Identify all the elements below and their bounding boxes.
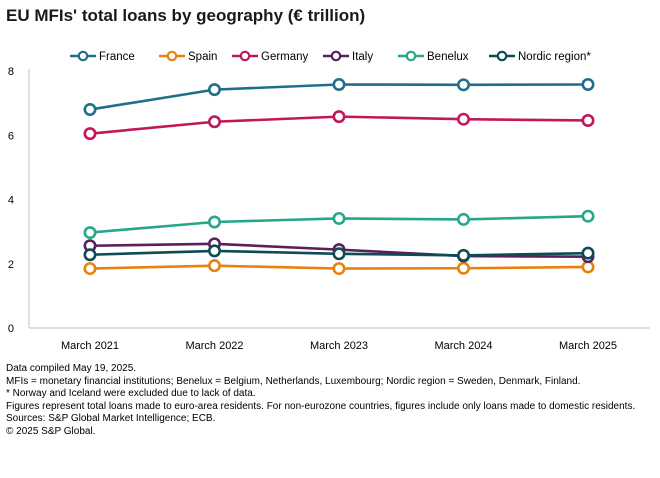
legend-label: Germany <box>261 51 309 63</box>
data-point-germany <box>581 113 595 127</box>
data-point-nordic-region <box>208 244 222 258</box>
data-point-france <box>208 83 222 97</box>
x-tick-label: March 2022 <box>185 340 243 352</box>
line-chart: France Spain Germany Italy Benelux Nordic reg… <box>8 50 650 352</box>
data-point-benelux <box>456 212 470 226</box>
data-point-germany <box>332 110 346 124</box>
y-tick-label: 8 <box>8 66 14 78</box>
x-tick-label: March 2024 <box>434 340 492 352</box>
y-tick-label: 6 <box>8 130 14 142</box>
y-tick-label: 2 <box>8 259 14 271</box>
data-point-nordic-region <box>332 247 346 261</box>
footnote-date: Data compiled May 19, 2025. <box>6 363 137 374</box>
data-point-spain <box>208 259 222 273</box>
footnote-exclusion: * Norway and Iceland were excluded due t… <box>6 388 256 400</box>
x-tick-label: March 2025 <box>559 340 617 352</box>
footnote-definitions: MFIs = monetary financial institutions; … <box>6 375 581 387</box>
series-france <box>83 77 595 117</box>
legend-label: Italy <box>352 51 373 63</box>
legend-marker <box>77 50 89 62</box>
y-tick-label: 0 <box>8 323 14 335</box>
footnote-copyright: © 2025 S&P Global. <box>6 425 96 437</box>
legend-label: Spain <box>188 51 217 63</box>
legend-item-nordic-region: Nordic region* <box>489 50 591 63</box>
plot-area <box>83 77 595 276</box>
data-point-germany <box>208 115 222 129</box>
legend-item-italy: Italy <box>323 50 373 63</box>
data-point-germany <box>456 112 470 126</box>
series-spain <box>83 259 595 276</box>
x-tick-label: March 2023 <box>310 340 368 352</box>
legend-marker <box>496 50 508 62</box>
x-tick-label: March 2021 <box>61 340 119 352</box>
data-point-spain <box>456 261 470 275</box>
legend-marker <box>166 50 178 62</box>
footnote-sources: Sources: S&P Global Market Intelligence;… <box>6 413 216 425</box>
data-point-benelux <box>83 226 97 240</box>
y-axis: 0 2 4 6 8 <box>8 66 30 335</box>
data-point-spain <box>581 260 595 274</box>
series-benelux <box>83 209 595 240</box>
footnote-methodology: Figures represent total loans made to eu… <box>6 400 636 412</box>
legend-item-spain: Spain <box>159 50 217 63</box>
legend-item-france: France <box>70 50 135 63</box>
legend-marker <box>239 50 251 62</box>
series-nordic-region <box>83 244 595 262</box>
data-point-france <box>581 77 595 91</box>
data-point-benelux <box>332 211 346 225</box>
legend-label: Benelux <box>427 51 469 63</box>
legend-item-germany: Germany <box>232 50 309 63</box>
data-point-france <box>332 77 346 91</box>
data-point-benelux <box>581 209 595 223</box>
data-point-spain <box>332 262 346 276</box>
data-point-spain <box>83 262 97 276</box>
series-germany <box>83 110 595 141</box>
y-tick-label: 4 <box>8 195 14 207</box>
legend-label: Nordic region* <box>518 51 591 63</box>
data-point-benelux <box>208 215 222 229</box>
legend-label: France <box>99 51 135 63</box>
legend: France Spain Germany Italy Benelux Nordic reg… <box>70 50 591 63</box>
data-point-france <box>456 78 470 92</box>
data-point-nordic-region <box>83 248 97 262</box>
data-point-germany <box>83 127 97 141</box>
legend-marker <box>330 50 342 62</box>
data-point-nordic-region <box>581 246 595 260</box>
x-axis: March 2021 March 2022 March 2023 March 2024… <box>29 327 650 352</box>
legend-marker <box>405 50 417 62</box>
footnotes: Data compiled May 19, 2025. MFIs = monet… <box>6 363 656 439</box>
data-point-nordic-region <box>456 248 470 262</box>
legend-item-benelux: Benelux <box>398 50 469 63</box>
chart-title: EU MFIs' total loans by geography (€ tri… <box>6 6 366 25</box>
data-point-france <box>83 103 97 117</box>
